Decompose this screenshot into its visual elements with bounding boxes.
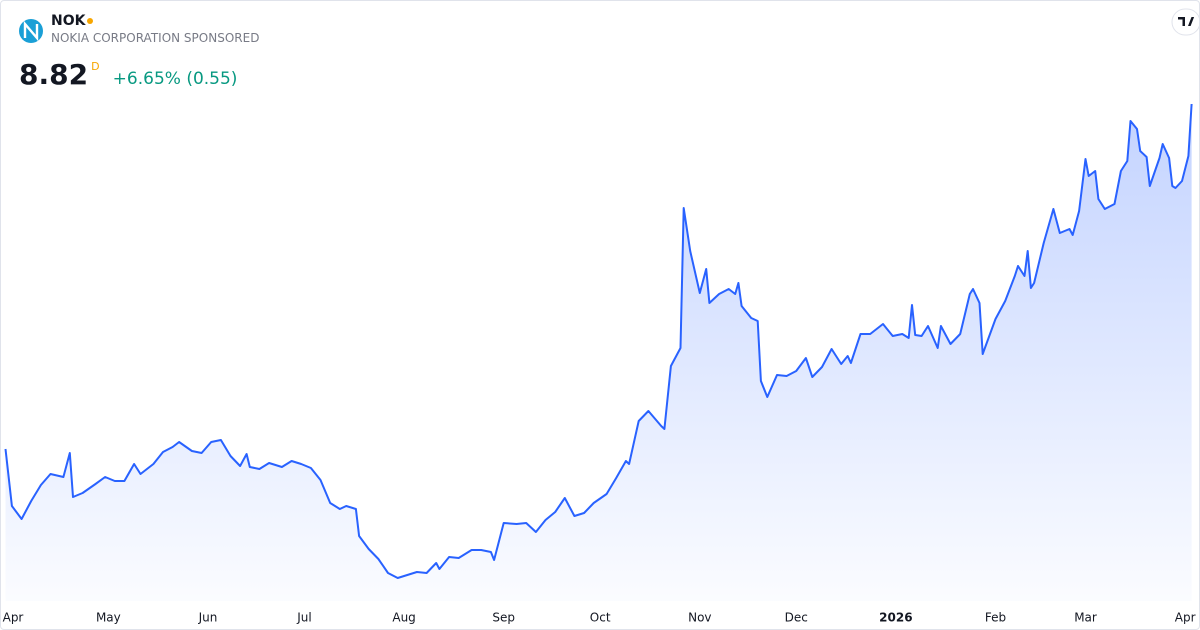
x-tick-label: Mar [1074,611,1097,625]
x-tick-label: Aug [392,611,415,625]
price-line [4,103,1193,579]
x-tick-label: May [96,611,121,625]
x-tick-label: Apr [1175,611,1196,625]
x-tick-label: Jul [296,611,311,625]
symbol: NOK [51,13,86,29]
x-tick-label: Nov [688,611,711,625]
x-tick-label: Jun [198,611,218,625]
quote: 8.82 D +6.65% (0.55) [19,51,259,95]
change: +6.65% (0.55) [112,69,238,89]
area-fill [5,104,1192,601]
tv-logo [1171,8,1199,36]
logo [19,19,43,43]
x-tick-label: 2026 [879,611,912,625]
x-tick-label: Apr [3,611,24,625]
status-dot [87,18,93,24]
x-tick-label: Sep [492,611,515,625]
x-tick-label: Oct [590,611,611,625]
x-tick-label: Feb [985,611,1006,625]
price: 8.82 [19,58,89,91]
company-name: NOKIA CORPORATION SPONSORED [51,31,260,45]
interval: D [91,60,100,73]
x-tick-label: Dec [785,611,808,625]
header: NOK NOKIA CORPORATION SPONSORED 8.82 D +6… [19,13,259,95]
